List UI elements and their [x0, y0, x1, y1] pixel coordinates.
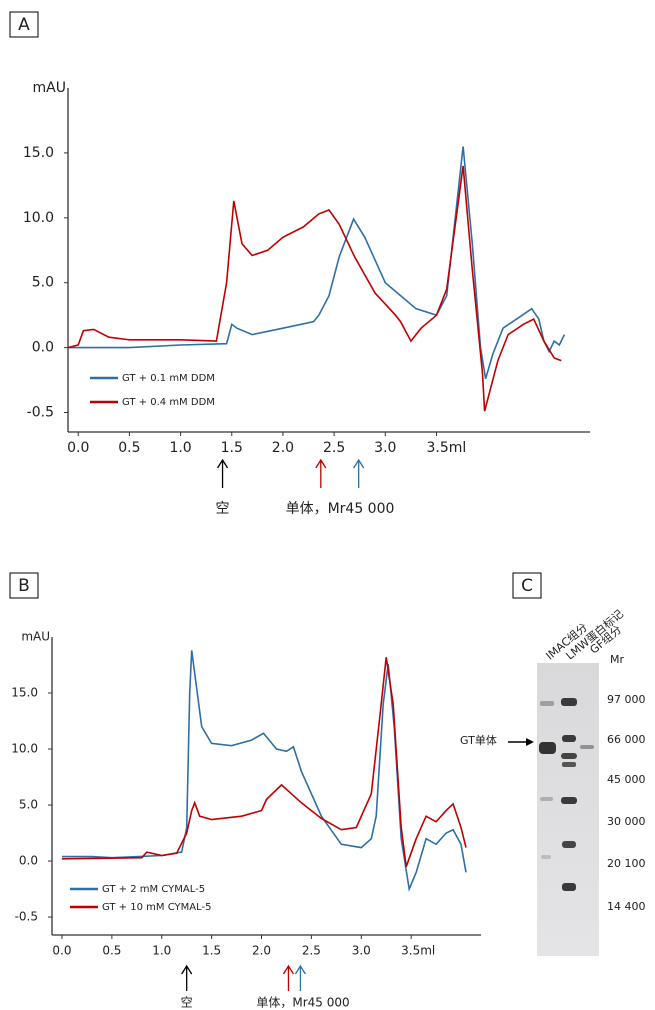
gel-image [537, 663, 599, 956]
panel-letter: A [18, 15, 30, 35]
y-tick-label: 0.0 [32, 340, 54, 356]
y-tick-label: 10.0 [11, 742, 38, 756]
marker-label: 30 000 [607, 815, 646, 828]
x-tick-label: 0.5 [102, 944, 121, 958]
figure: C IMAC组分 LMW蛋白标记 GF组分 Mr 97 000 66 000 4… [0, 0, 655, 1010]
marker-arrow [182, 966, 192, 991]
x-tick-label: 3.0 [374, 440, 396, 456]
x-tick-label: 3.0 [352, 944, 371, 958]
marker-arrow [218, 460, 228, 488]
y-axis-label: mAU [33, 80, 66, 96]
x-tick-label: 1.5 [202, 944, 221, 958]
band-arrow [508, 738, 534, 746]
legend-label: GT + 10 mM CYMAL-5 [102, 902, 211, 913]
annotation: 单体，Mr45 000 [286, 501, 395, 517]
annotation: 空 [181, 996, 193, 1010]
x-tick-label: 1.5 [221, 440, 243, 456]
y-tick-label: 5.0 [19, 798, 38, 812]
marker-title: Mr [610, 653, 624, 666]
marker-label: 66 000 [607, 733, 646, 746]
y-tick-label: 10.0 [23, 210, 54, 226]
data-line [68, 146, 564, 378]
marker-label: 97 000 [607, 693, 646, 706]
y-tick-label: 15.0 [23, 145, 54, 161]
x-tick-label: 1.0 [169, 440, 191, 456]
legend-label: GT + 2 mM CYMAL-5 [102, 884, 205, 895]
legend-label: GT + 0.1 mM DDM [122, 373, 215, 384]
data-line [62, 650, 466, 889]
x-tick-label: 1.0 [152, 944, 171, 958]
x-tick-label: 2.5 [323, 440, 345, 456]
marker-arrow [354, 460, 364, 488]
marker-arrow [283, 966, 293, 991]
x-tick-label: 3.5ml [426, 440, 466, 456]
x-tick-label: 2.0 [252, 944, 271, 958]
y-tick-label: 5.0 [32, 275, 54, 291]
band-label: GT单体 [460, 733, 497, 747]
annotation: 单体，Mr45 000 [256, 996, 349, 1010]
x-tick-label: 2.0 [272, 440, 294, 456]
panel-letter: B [18, 576, 30, 596]
y-tick-label: 0.0 [19, 854, 38, 868]
x-tick-label: 0.0 [67, 440, 89, 456]
annotation: 空 [216, 501, 230, 517]
x-tick-label: 2.5 [302, 944, 321, 958]
legend-label: GT + 0.4 mM DDM [122, 397, 215, 408]
panel-letter: C [521, 576, 533, 596]
y-tick-label: 15.0 [11, 686, 38, 700]
marker-arrow [295, 966, 305, 991]
marker-arrow [316, 460, 326, 488]
page: {"chart_data": [ {"type": "line", "panel… [0, 0, 655, 1010]
marker-label: 45 000 [607, 773, 646, 786]
y-axis-label: mAU [21, 630, 50, 644]
x-tick-label: 3.5ml [401, 944, 435, 958]
data-line [62, 657, 466, 867]
marker-label: 14 400 [607, 900, 646, 913]
marker-label: 20 100 [607, 857, 646, 870]
y-tick-label: -0.5 [15, 910, 38, 924]
y-tick-label: -0.5 [27, 405, 54, 421]
x-tick-label: 0.0 [52, 944, 71, 958]
x-tick-label: 0.5 [118, 440, 140, 456]
